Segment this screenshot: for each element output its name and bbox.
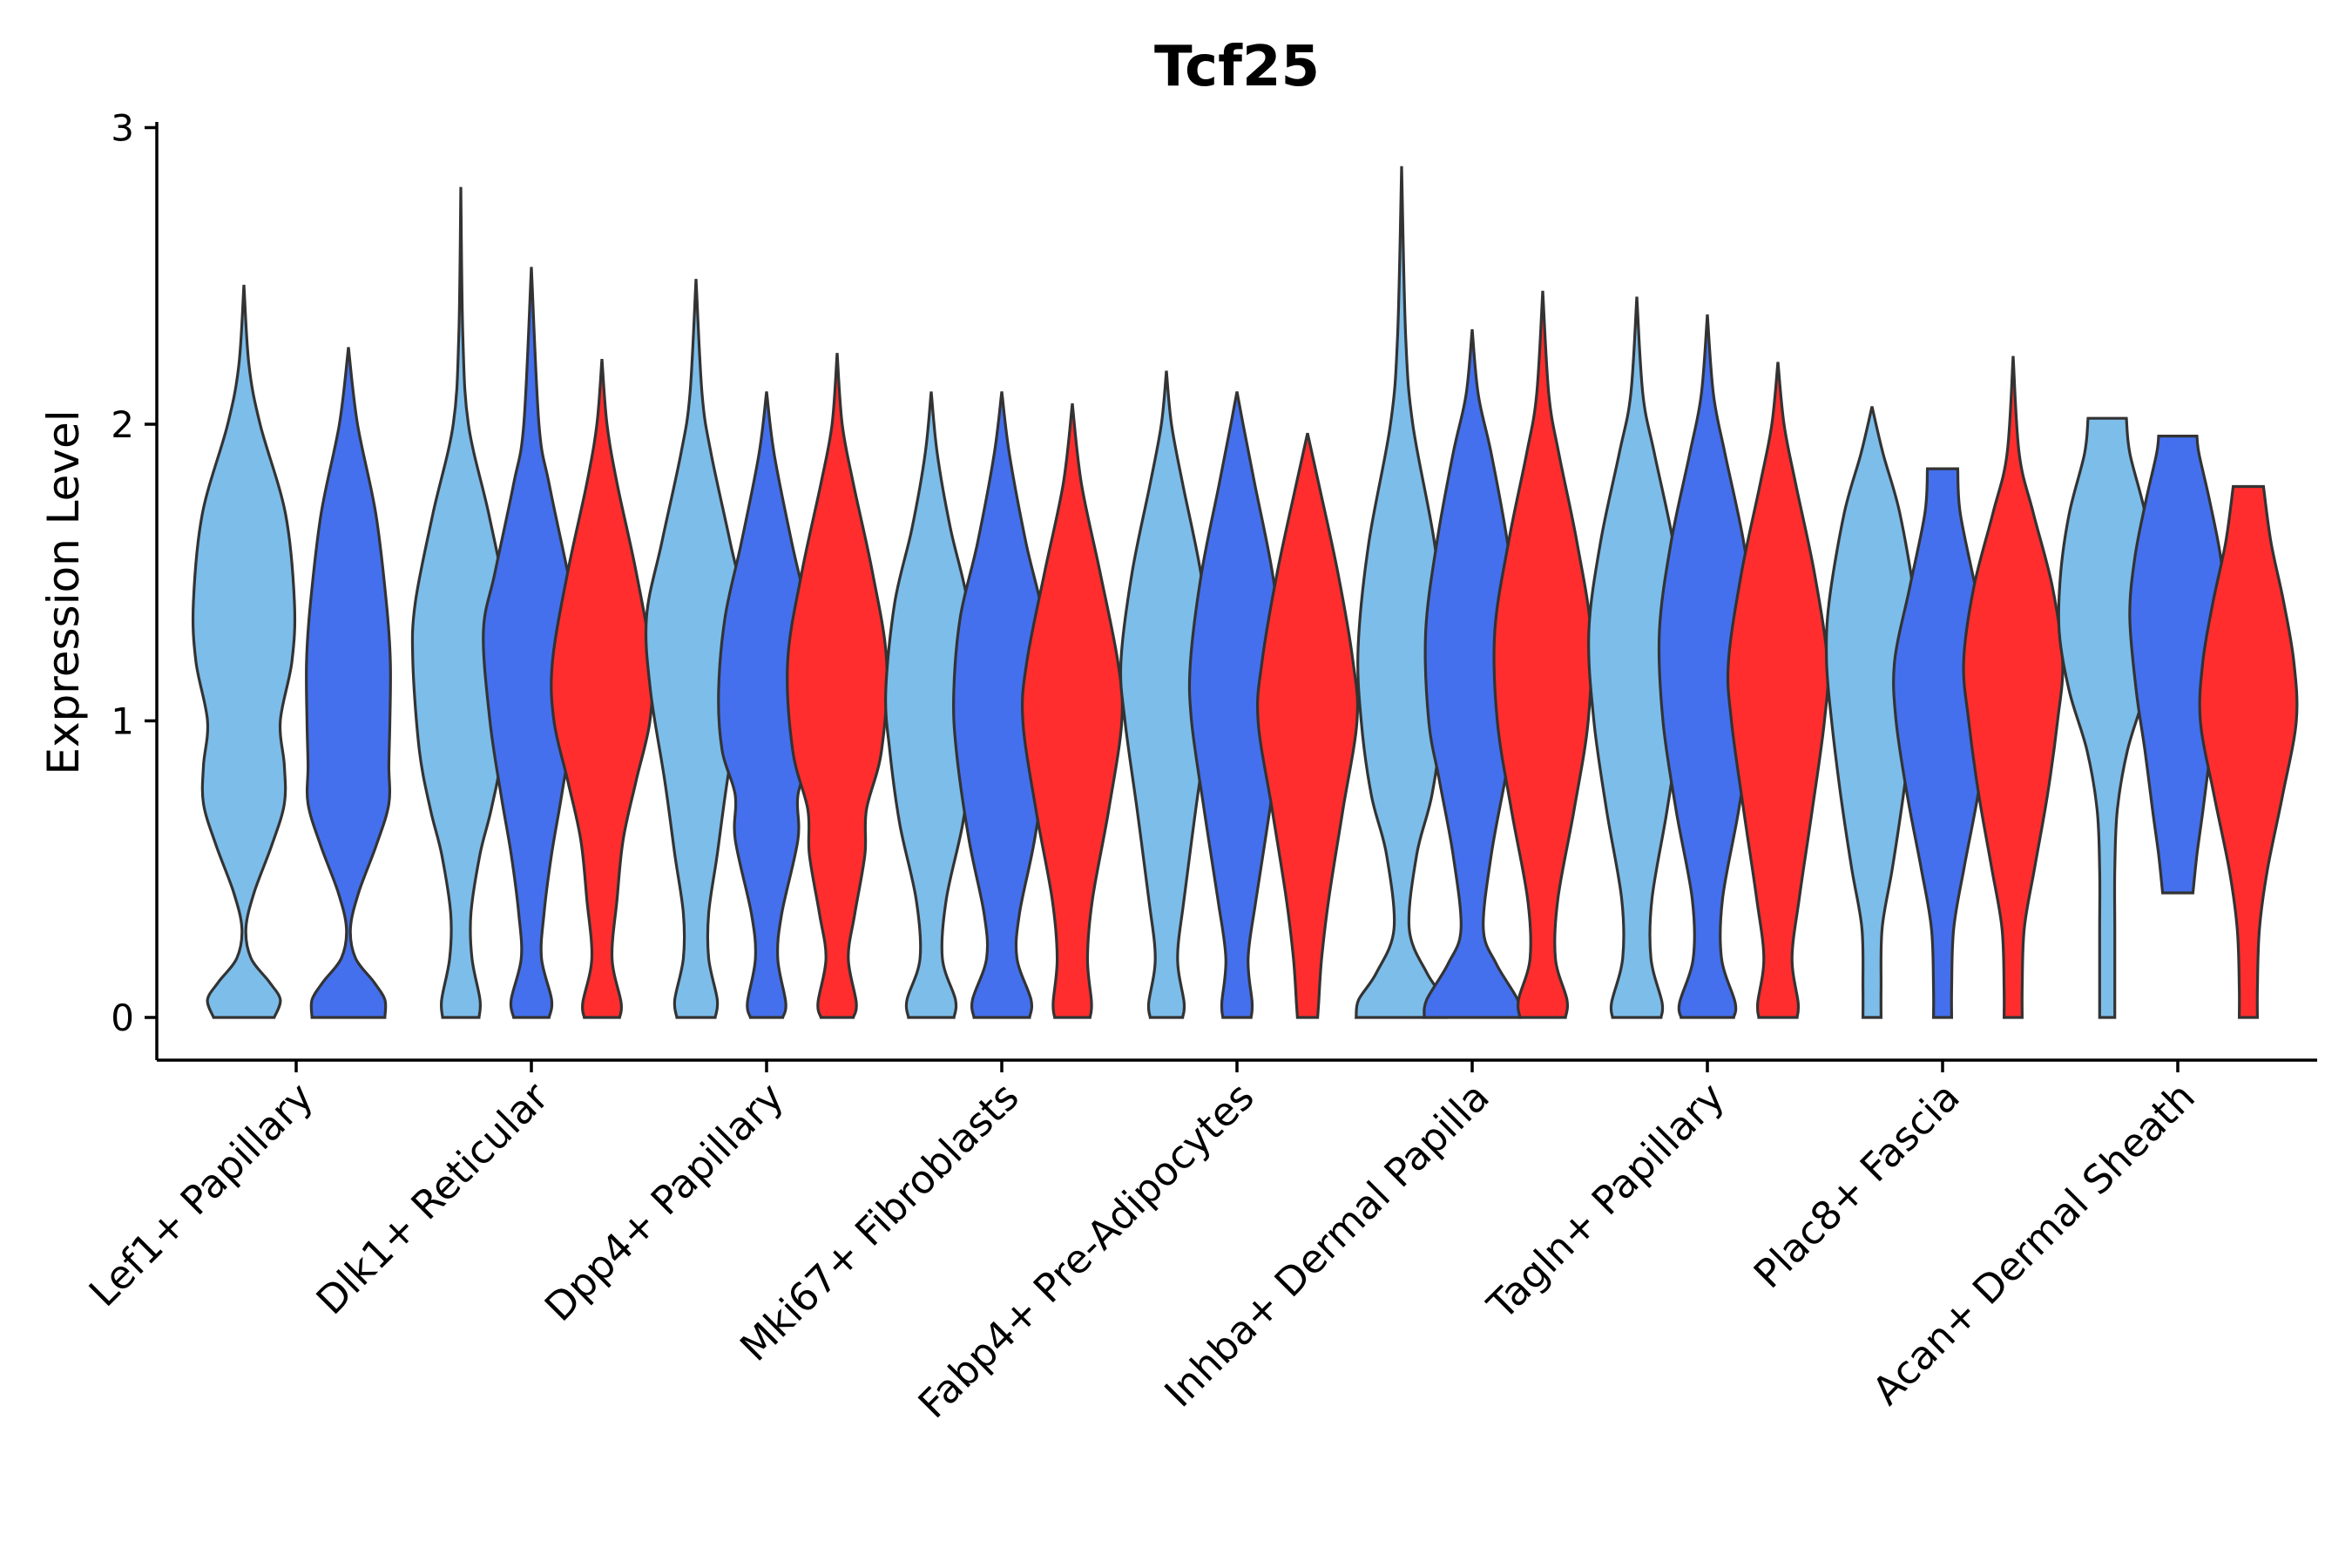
violin-4-red [1020, 403, 1125, 1019]
violin-8-light-blue [1824, 406, 1920, 1019]
violin-5-light-blue [1119, 370, 1214, 1019]
x-tick-label: Tagln+ Papillary [1478, 1073, 1734, 1328]
x-tick-label: Plac8+ Fascia [1745, 1073, 1969, 1297]
violin-5-royal-blue [1187, 391, 1287, 1019]
x-tick-label: Lef1+ Papillary [80, 1073, 322, 1315]
violin-5-red [1255, 432, 1360, 1019]
violin-1-royal-blue [305, 347, 392, 1019]
violin-3-royal-blue [717, 391, 816, 1019]
chart-title: Tcf25 [1154, 35, 1320, 99]
y-ticks: 0 1 2 3 [111, 107, 157, 1039]
y-tick-label: 2 [111, 403, 134, 446]
x-tick-label: Dlk1+ Reticular [308, 1073, 558, 1323]
violin-4-light-blue [884, 391, 978, 1019]
violin-2-light-blue [410, 186, 511, 1019]
y-tick-label: 3 [111, 107, 134, 150]
violin-7-light-blue [1587, 296, 1686, 1019]
violin-4-royal-blue [952, 391, 1051, 1019]
violin-2-royal-blue [482, 267, 581, 1019]
y-tick-label: 1 [111, 700, 134, 743]
violin-2-red [550, 358, 654, 1019]
violin-6-red [1492, 290, 1593, 1019]
violin-9-light-blue [2057, 416, 2158, 1019]
violin-3-light-blue [644, 279, 748, 1019]
y-axis-label: Expression Level [38, 409, 89, 774]
violin-7-royal-blue [1657, 314, 1758, 1019]
violin-6-light-blue [1354, 166, 1450, 1019]
violin-8-royal-blue [1892, 467, 1993, 1019]
y-tick-label: 0 [111, 997, 134, 1039]
violin-9-red [2198, 484, 2299, 1019]
violin-8-red [1962, 355, 2065, 1019]
violin-3-red [786, 353, 889, 1019]
violin-1-light-blue [191, 284, 297, 1019]
violin-6-royal-blue [1423, 328, 1522, 1019]
violins-layer [191, 166, 2299, 1019]
violin-7-red [1726, 362, 1830, 1019]
x-tick-label: Dpp4+ Papillary [536, 1073, 793, 1330]
